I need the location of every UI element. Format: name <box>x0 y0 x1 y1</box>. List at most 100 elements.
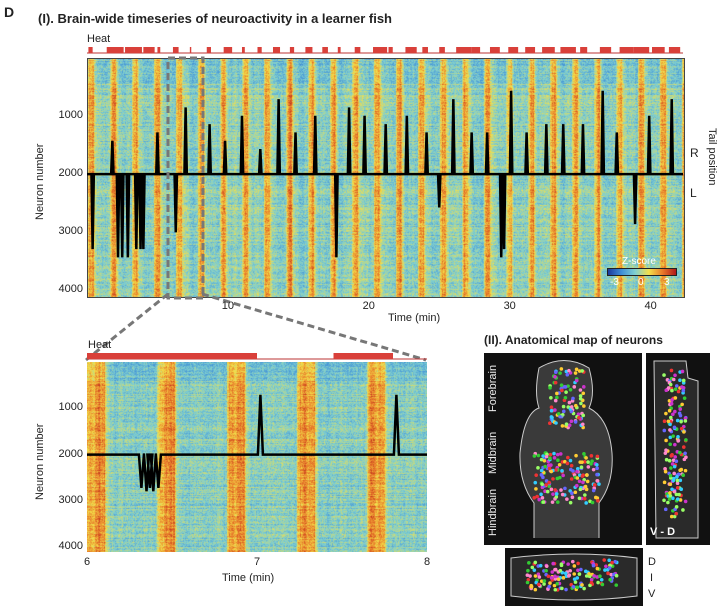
neuron-dot <box>567 368 571 373</box>
neuron-dot <box>664 448 668 452</box>
neuron-dot <box>668 473 673 478</box>
neuron-dot <box>536 466 540 470</box>
neuron-dot <box>548 386 552 390</box>
neuron-dot <box>591 467 596 472</box>
neuron-dot <box>560 492 565 497</box>
neuron-dot <box>555 581 560 586</box>
neuron-dot <box>582 452 586 456</box>
bottom-heat-bar <box>87 353 427 360</box>
colorbar-tick: -3 <box>610 277 619 288</box>
neuron-dot <box>553 587 558 592</box>
neuron-dot <box>560 469 564 473</box>
neuron-dot <box>668 482 673 486</box>
neuron-dot <box>534 580 538 585</box>
neuron-dot <box>563 385 568 389</box>
neuron-dot <box>578 487 583 492</box>
bottom-xtick: 6 <box>83 556 91 568</box>
neuron-dot <box>569 419 574 424</box>
neuron-dot <box>582 586 586 591</box>
neuron-dot <box>536 582 541 587</box>
neuron-dot <box>666 419 671 424</box>
neuron-dot <box>549 469 554 474</box>
neuron-dot <box>585 473 589 477</box>
heat-interval <box>668 47 681 53</box>
neuron-dot <box>571 396 575 401</box>
neuron-dot <box>558 452 563 456</box>
bottom-xtick: 7 <box>253 556 261 568</box>
neuron-dot <box>541 500 546 504</box>
heat-interval <box>322 47 328 53</box>
neuron-dot <box>673 442 677 447</box>
neuron-dot <box>664 411 668 416</box>
neuron-dot <box>595 466 599 471</box>
neuron-dot <box>566 562 570 566</box>
neuron-dot <box>574 403 578 408</box>
neuron-dot <box>549 408 554 413</box>
neuron-dot <box>578 394 583 398</box>
neuron-dot <box>575 466 580 471</box>
neuron-dot <box>596 498 600 503</box>
neuron-dot <box>564 390 568 394</box>
neuron-dot <box>572 572 577 576</box>
axis-d: D <box>648 556 656 568</box>
neuron-dot <box>675 497 680 501</box>
side-view-label: V - D <box>650 526 676 538</box>
neuron-dot <box>575 469 579 474</box>
neuron-dot <box>608 577 612 582</box>
neuron-dot <box>556 577 561 581</box>
neuron-dot <box>548 456 552 461</box>
neuron-dot <box>553 380 558 385</box>
neuron-dot <box>572 385 577 389</box>
neuron-dot <box>530 565 535 570</box>
neuron-dot <box>540 482 544 487</box>
neuron-dot <box>559 562 564 567</box>
neuron-dot <box>663 507 668 512</box>
neuron-dot <box>588 583 592 588</box>
heat-interval <box>241 47 245 53</box>
neuron-dot <box>664 457 669 462</box>
neuron-dot <box>561 404 566 409</box>
top-tail-trace <box>87 90 683 258</box>
neuron-dot <box>675 485 680 490</box>
panel-letter: D <box>4 4 15 20</box>
neuron-dot <box>544 564 549 568</box>
region-forebrain: Forebrain <box>487 364 499 412</box>
neuron-dot <box>576 568 580 573</box>
neuron-dot <box>563 486 567 491</box>
neuron-dot <box>537 497 542 502</box>
neuron-dot <box>668 415 673 420</box>
neuron-dot <box>529 584 534 589</box>
neuron-dot <box>603 568 607 572</box>
neuron-dot <box>668 442 672 447</box>
neuron-dot <box>585 479 590 484</box>
dorsal-view-image <box>484 353 642 545</box>
neuron-dot <box>525 580 530 585</box>
neuron-dot <box>672 471 676 476</box>
neuron-dot <box>582 496 587 501</box>
neuron-dot <box>673 455 678 459</box>
neuron-dot <box>553 577 558 581</box>
neuron-dot <box>554 495 559 499</box>
neuron-dot <box>669 466 673 470</box>
neuron-dot <box>559 383 564 387</box>
neuron-dot <box>671 458 676 463</box>
neuron-dot <box>672 464 677 469</box>
neuron-dot <box>668 422 672 427</box>
neuron-dot <box>580 369 584 373</box>
neuron-dot <box>670 398 674 402</box>
neuron-dot <box>558 475 562 480</box>
bottom-xlabel: Time (min) <box>222 572 275 584</box>
axis-v: V <box>648 588 656 600</box>
neuron-dot <box>679 426 684 431</box>
heat-interval <box>157 47 161 53</box>
neuron-dot <box>600 582 605 587</box>
neuron-dot <box>555 391 559 396</box>
tail-axis-label: Tail position <box>706 128 718 186</box>
neuron-dot <box>673 387 678 391</box>
neuron-dot <box>591 563 596 568</box>
neuron-dot <box>674 505 679 509</box>
heat-interval <box>87 353 257 359</box>
neuron-dot <box>563 395 568 400</box>
neuron-dot <box>604 564 608 569</box>
neuron-dot <box>668 435 673 440</box>
